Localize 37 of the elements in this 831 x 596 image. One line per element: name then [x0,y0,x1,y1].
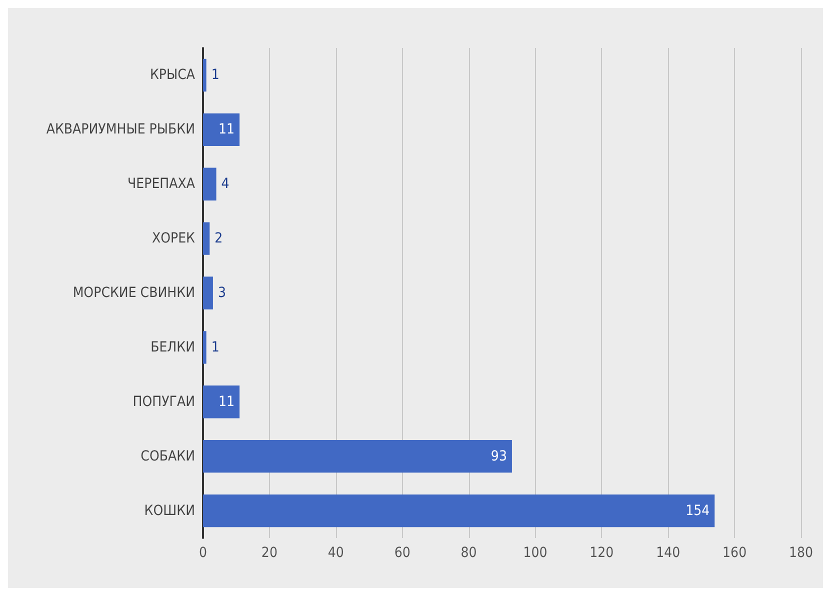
x-tick-label: 80 [460,545,477,561]
x-tick-label: 20 [261,545,278,561]
x-tick-label: 160 [722,545,747,561]
x-tick-label: 40 [328,545,344,561]
bar [203,113,240,146]
y-tick-label: КОШКИ [144,502,195,519]
bar [203,440,512,473]
bar [203,276,213,310]
data-label: 11 [218,122,235,138]
y-tick-label: БЕЛКИ [150,339,195,356]
bar [203,58,206,92]
data-label: 1 [211,339,220,356]
data-label: 11 [218,394,235,410]
data-label: 4 [221,176,230,192]
x-tick-label: 180 [788,545,814,561]
x-tick-label: 60 [394,545,410,561]
y-tick-label: ЧЕРЕПАХА [128,176,196,192]
data-label: 3 [218,285,226,301]
bar [203,222,210,255]
x-tick-label: 0 [198,545,208,561]
bar [203,168,216,200]
data-label: 93 [490,448,507,464]
y-tick-label: ПОПУГАИ [132,394,195,410]
bar [203,386,240,418]
y-tick-label: ХОРЕК [152,230,196,247]
data-label: 1 [211,67,220,84]
bar [203,331,206,364]
data-label: 154 [686,502,710,519]
y-tick-label: СОБАКИ [140,448,195,464]
y-tick-label: АКВАРИУМНЫЕ РЫБКИ [46,122,195,138]
y-tick-label: МОРСКИЕ СВИНКИ [72,285,195,301]
data-label: 2 [214,230,223,247]
x-tick-label: 100 [523,545,548,561]
y-tick-label: КРЫСА [150,67,196,84]
x-tick-label: 120 [590,545,614,561]
bar [203,494,715,528]
x-tick-label: 140 [656,545,680,561]
